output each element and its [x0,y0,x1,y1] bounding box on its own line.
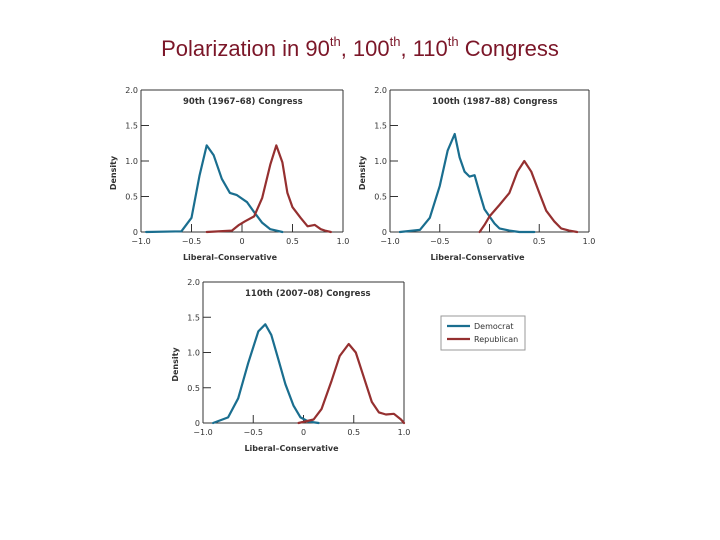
y-tick-label: 1.5 [125,122,138,131]
slide-title: Polarization in 90th, 100th, 110th Congr… [161,34,559,61]
series-democrat-line [145,144,284,234]
y-axis-label: Density [358,155,367,190]
x-tick-label: 1.0 [583,237,596,246]
y-axis-label: Density [109,155,118,190]
y-tick-label: 2.0 [125,86,138,95]
y-tick-label: 1.0 [374,157,387,166]
x-axis-label: Liberal–Conservative [430,253,525,262]
panel-title: 100th (1987–88) Congress [432,97,558,107]
x-tick-label: 1.0 [337,237,350,246]
x-tick-label: 0 [487,237,492,246]
y-tick-label: 0.5 [187,384,200,393]
panel-title: 90th (1967–68) Congress [183,97,303,107]
x-tick-label: 0.5 [347,428,360,437]
panel-title: 110th (2007–08) Congress [245,289,371,299]
x-axis-label: Liberal–Conservative [244,444,339,453]
y-tick-label: 0 [133,228,138,237]
y-tick-label: 2.0 [187,278,200,287]
y-tick-label: 1.5 [187,313,200,322]
chart-panel-1: 0 0.5 1.0 1.5 2.0 −1.0 −0.5 0 0.5 1.0 Liberal–Cons… [109,86,349,262]
y-axis-label: Density [171,347,180,382]
series-republican-line [205,144,332,234]
legend: Democrat Republican [440,315,526,351]
y-tick-label: 1.5 [374,122,387,131]
legend-democrat-label: Democrat [474,322,514,331]
series-democrat-line [398,132,536,234]
y-tick-label: 0 [382,228,387,237]
x-tick-label: −0.5 [430,237,449,246]
x-tick-label: 0 [301,428,306,437]
chart-panel-3: 0 0.5 1.0 1.5 2.0 −1.0 −0.5 0 0.5 1.0 Liberal–Cons… [171,278,410,453]
x-axis-label: Liberal–Conservative [183,253,278,262]
y-tick-label: 1.0 [187,349,200,358]
legend-republican-label: Republican [474,335,518,344]
x-tick-label: 0.5 [533,237,546,246]
x-tick-label: −1.0 [131,237,150,246]
series-republican-line [478,159,579,234]
x-tick-label: 1.0 [398,428,411,437]
y-tick-label: 0.5 [125,193,138,202]
x-tick-label: −1.0 [193,428,212,437]
y-tick-label: 0 [195,419,200,428]
x-tick-label: −1.0 [380,237,399,246]
x-tick-label: 0 [239,237,244,246]
x-tick-label: −0.5 [182,237,201,246]
x-tick-label: 0.5 [286,237,299,246]
x-tick-label: −0.5 [244,428,263,437]
series-democrat-line [212,323,320,425]
y-tick-label: 1.0 [125,157,138,166]
y-tick-label: 0.5 [374,193,387,202]
y-tick-label: 2.0 [374,86,387,95]
chart-panel-2: 0 0.5 1.0 1.5 2.0 −1.0 −0.5 0 0.5 1.0 Liberal–Cons… [358,86,595,262]
series-republican-line [297,342,406,425]
legend-box [440,315,526,351]
